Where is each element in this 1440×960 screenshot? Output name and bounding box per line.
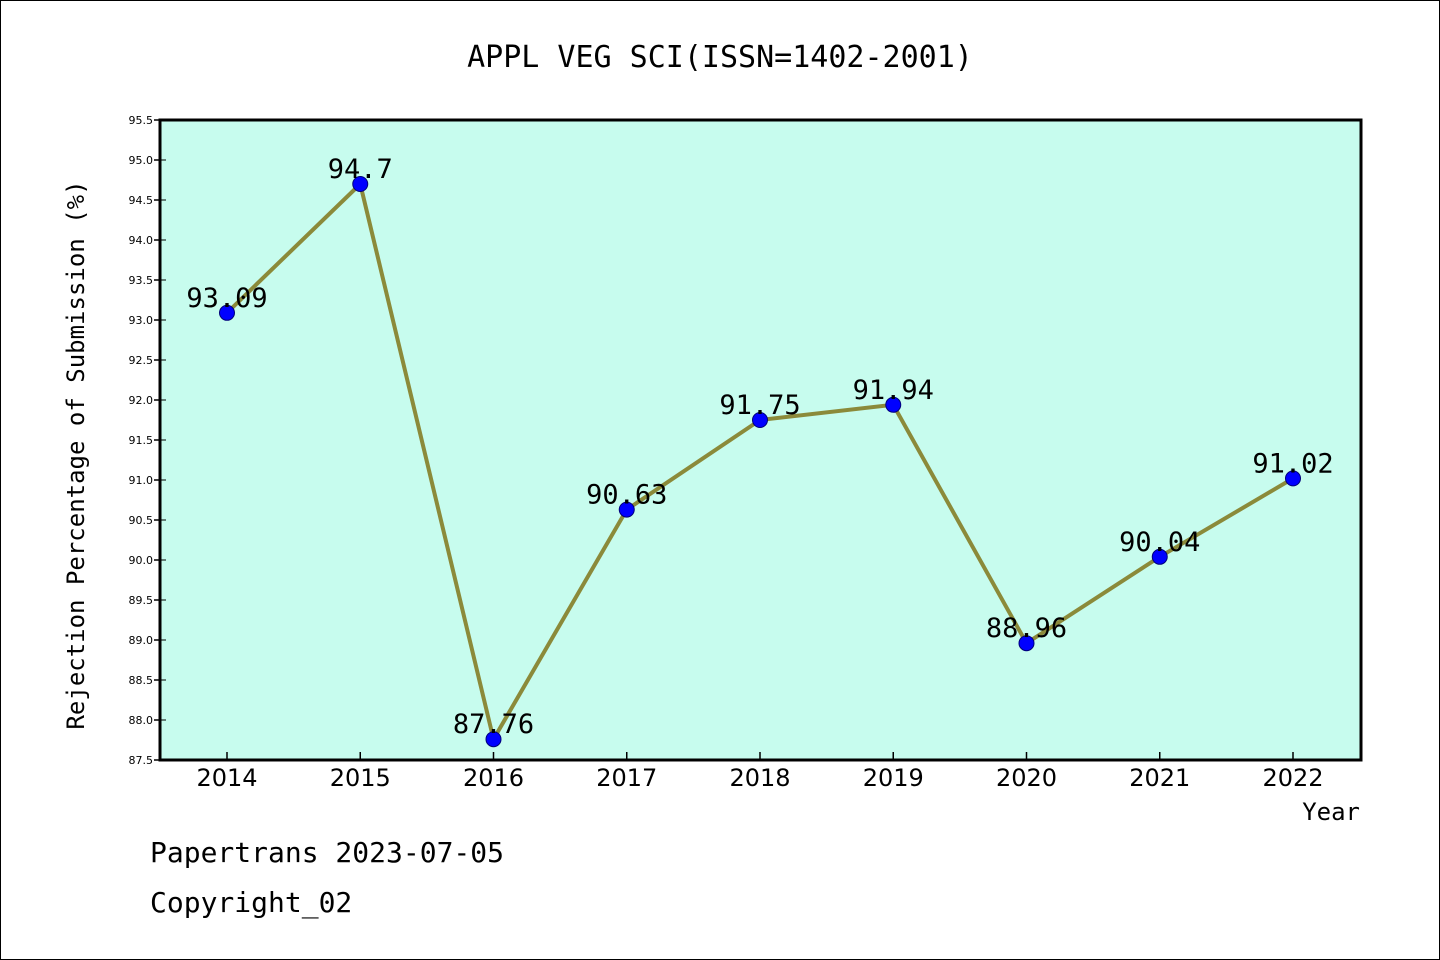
y-tick-label: 92.0 bbox=[129, 394, 154, 407]
y-tick-label: 90.0 bbox=[129, 554, 154, 567]
x-tick-label: 2018 bbox=[729, 764, 790, 792]
data-point-2017 bbox=[618, 501, 635, 518]
y-tick-label: 94.0 bbox=[129, 234, 154, 247]
data-point-2020 bbox=[1018, 635, 1035, 652]
data-point-2015 bbox=[352, 176, 369, 192]
x-tick-label: 2014 bbox=[196, 764, 257, 792]
y-tick-label: 92.5 bbox=[129, 354, 154, 367]
x-tick-label: 2020 bbox=[996, 764, 1057, 792]
footer-copyright: Copyright_02 bbox=[150, 886, 353, 919]
data-label-2019: 91.94 bbox=[853, 375, 934, 406]
data-points bbox=[219, 176, 1301, 748]
data-point-2022 bbox=[1285, 470, 1301, 487]
x-tick-label: 2019 bbox=[863, 764, 924, 792]
y-axis: 87.5 88.0 88.5 89.0 89.5 90.0 90.5 91.0 91.5 92.0… bbox=[129, 114, 166, 767]
y-tick-label: 87.5 bbox=[129, 754, 154, 767]
x-tick-label: 2021 bbox=[1129, 764, 1190, 792]
x-axis-label: Year bbox=[1302, 798, 1360, 826]
y-tick-label: 93.5 bbox=[129, 274, 154, 287]
y-tick-label: 89.5 bbox=[129, 594, 154, 607]
x-tick-label: 2017 bbox=[596, 764, 657, 792]
y-tick-label: 89.0 bbox=[129, 634, 154, 647]
footer-date: Papertrans 2023-07-05 bbox=[150, 836, 505, 869]
x-axis: 2014 2015 2016 2017 2018 2019 2020 2021 2022 bbox=[196, 752, 1324, 792]
data-label-2021: 90.04 bbox=[1119, 527, 1200, 558]
chart-title: APPL VEG SCI(ISSN=1402-2001) bbox=[467, 40, 973, 75]
data-label-2018: 91.75 bbox=[719, 390, 800, 421]
data-label-2014: 93.09 bbox=[186, 283, 267, 314]
x-tick-label: 2016 bbox=[463, 764, 524, 792]
y-tick-label: 90.5 bbox=[129, 514, 154, 527]
data-label-2020: 88.96 bbox=[986, 613, 1067, 644]
y-tick-label: 95.0 bbox=[129, 154, 154, 167]
y-tick-label: 94.5 bbox=[129, 194, 154, 207]
data-point-2021 bbox=[1151, 548, 1168, 565]
data-point-2016 bbox=[485, 731, 502, 748]
data-point-2014 bbox=[219, 304, 235, 321]
data-point-2019 bbox=[885, 396, 902, 413]
plot-area bbox=[158, 118, 1363, 762]
y-axis-label: Rejection Percentage of Submission (%) bbox=[62, 180, 90, 729]
x-tick-label: 2022 bbox=[1262, 764, 1323, 792]
data-label-2017: 90.63 bbox=[586, 480, 667, 511]
data-label-2022: 91.02 bbox=[1252, 448, 1333, 479]
data-labels: 93.09 94.7 87.76 90.63 91.75 91.94 88.96 90.04 9… bbox=[186, 154, 1333, 740]
y-tick-label: 91.0 bbox=[129, 474, 154, 487]
y-tick-label: 95.5 bbox=[129, 114, 154, 127]
data-point-2018 bbox=[752, 412, 768, 428]
y-tick-label: 88.0 bbox=[129, 714, 154, 727]
y-tick-label: 88.5 bbox=[129, 674, 154, 687]
y-tick-label: 93.0 bbox=[129, 314, 154, 327]
x-tick-label: 2015 bbox=[330, 764, 391, 792]
data-label-2016: 87.76 bbox=[453, 709, 534, 740]
y-tick-label: 91.5 bbox=[129, 434, 154, 447]
data-label-2015: 94.7 bbox=[328, 154, 393, 185]
